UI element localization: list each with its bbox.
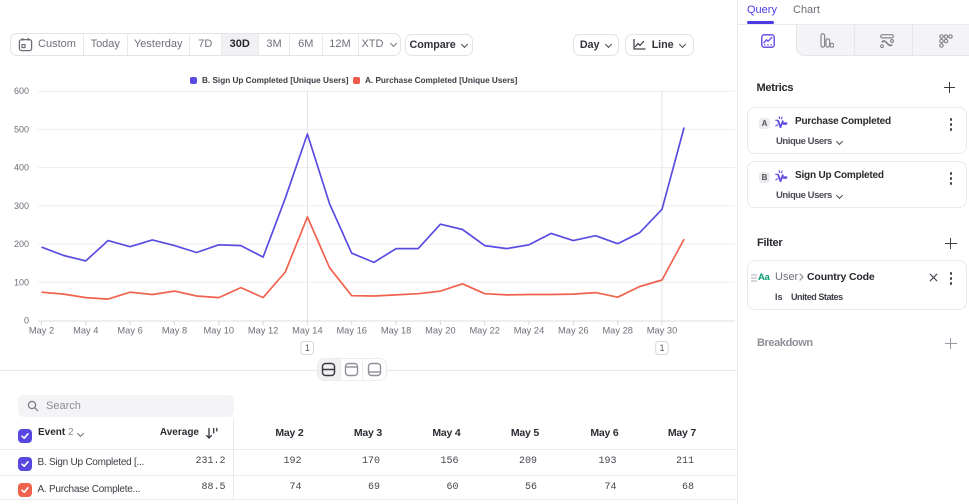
svg-text:May 10: May 10	[204, 326, 235, 336]
svg-text:May 14: May 14	[292, 326, 323, 336]
svg-text:May 16: May 16	[336, 326, 367, 336]
svg-text:100: 100	[14, 277, 29, 287]
svg-text:May 12: May 12	[248, 326, 279, 336]
svg-text:May 6: May 6	[117, 326, 142, 336]
svg-text:May 28: May 28	[602, 326, 633, 336]
svg-text:600: 600	[14, 86, 29, 96]
svg-text:1: 1	[659, 343, 664, 353]
svg-text:May 20: May 20	[425, 326, 456, 336]
svg-text:0: 0	[24, 316, 29, 326]
svg-text:May 24: May 24	[514, 326, 545, 336]
svg-text:May 2: May 2	[29, 326, 54, 336]
svg-text:200: 200	[14, 239, 29, 249]
svg-text:May 26: May 26	[558, 326, 589, 336]
svg-text:May 8: May 8	[162, 326, 187, 336]
svg-text:May 22: May 22	[469, 326, 500, 336]
svg-text:May 18: May 18	[381, 326, 412, 336]
svg-text:1: 1	[305, 343, 310, 353]
svg-text:May 4: May 4	[73, 326, 98, 336]
svg-text:500: 500	[14, 124, 29, 134]
svg-text:300: 300	[14, 201, 29, 211]
svg-text:400: 400	[14, 163, 29, 173]
svg-text:May 30: May 30	[647, 326, 678, 336]
